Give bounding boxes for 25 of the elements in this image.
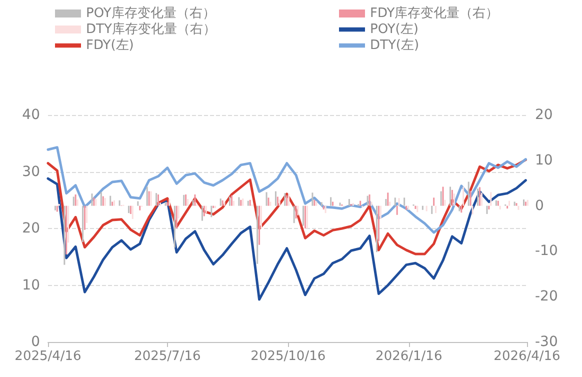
y-tick-label: 30 — [22, 164, 40, 180]
line-series — [46, 158, 527, 256]
line-series — [46, 146, 527, 234]
line-series — [46, 177, 527, 301]
y2-tick-label: -20 — [535, 288, 558, 305]
legend-label: DTY库存变化量（右） — [86, 22, 216, 37]
x-tick-label: 2025/7/16 — [134, 349, 201, 364]
x-tick-label: 2025/10/16 — [250, 349, 326, 364]
y-tick-label: 0 — [31, 334, 40, 350]
y-tick-label: 10 — [22, 277, 40, 294]
y2-tick-label: 20 — [535, 107, 553, 123]
y2-tick-label: 0 — [535, 198, 544, 214]
y2-tick-label: -10 — [535, 243, 558, 260]
legend-label: DTY(左) — [370, 38, 420, 53]
y-tick-label: 20 — [22, 220, 40, 236]
x-tick-label: 2025/4/16 — [14, 349, 82, 364]
legend-label: POY(左) — [370, 22, 418, 37]
legend-label: FDY库存变化量（右） — [370, 6, 499, 21]
y2-tick-label: -30 — [535, 334, 558, 350]
x-tick-label: 2026/4/16 — [494, 349, 560, 364]
y2-tick-label: 10 — [535, 152, 553, 168]
x-tick-label: 2026/1/16 — [376, 349, 442, 364]
y-tick-label: 40 — [22, 107, 40, 123]
legend-label: FDY(左) — [86, 38, 134, 53]
legend-label: POY库存变化量（右） — [86, 6, 216, 21]
